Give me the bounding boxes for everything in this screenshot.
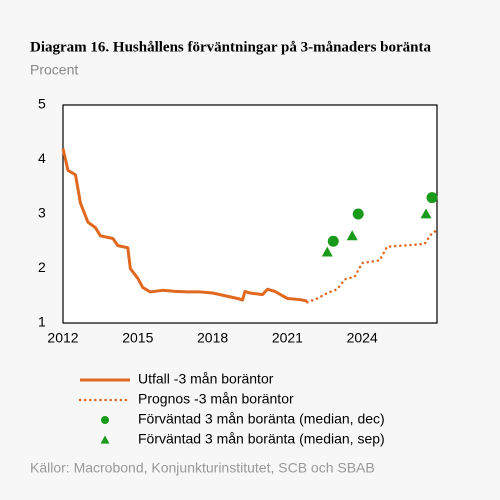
data-point [420,208,432,219]
legend-label: Förväntad 3 mån boränta (median, dec) [138,411,385,427]
y-tick-label: 3 [38,205,46,221]
y-tick-label: 1 [38,314,46,330]
source-note: Källor: Macrobond, Konjunkturinstitutet,… [30,460,375,476]
x-tick-label: 2015 [122,330,153,346]
x-tick-label: 2018 [197,330,228,346]
y-tick-label: 2 [38,259,46,275]
x-tick-label: 2021 [272,330,303,346]
legend-label: Förväntad 3 mån boränta (median, sep) [138,431,385,447]
x-tick-label: 2024 [347,330,378,346]
legend-swatch [101,416,109,424]
data-point [327,235,339,247]
chart-title: Diagram 16. Hushållens förväntningar på … [30,39,432,55]
data-point [426,192,438,204]
data-line [61,148,308,303]
x-tick-label: 2012 [47,330,78,346]
plot-area [62,104,438,324]
chart-subtitle: Procent [30,62,78,78]
data-line [306,229,439,304]
data-point [346,230,358,241]
y-tick-label: 5 [38,96,46,112]
legend-swatch [100,435,110,444]
data-point [352,208,364,220]
legend-label: Prognos -3 mån boräntor [138,391,294,407]
legend-label: Utfall -3 mån boräntor [138,371,274,387]
data-point [321,246,333,257]
y-tick-label: 4 [38,150,46,166]
